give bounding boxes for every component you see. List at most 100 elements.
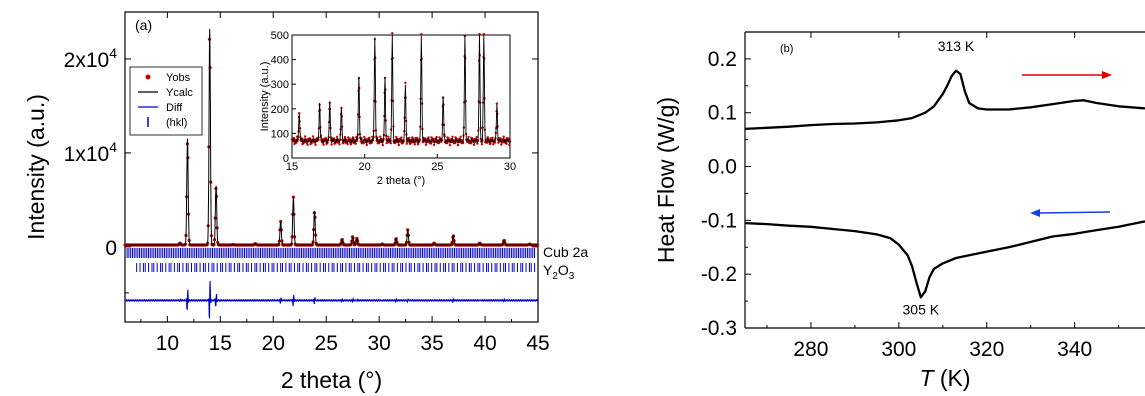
annotation-313k: 313 K [938, 38, 975, 54]
annotation-305k: 305 K [903, 302, 940, 318]
plot-frame-a [124, 11, 539, 323]
inset-yobs-point [500, 143, 503, 146]
inset-yobs-point [451, 135, 454, 138]
inset-y-tick-label: 0 [283, 153, 289, 165]
inset-yobs-point [448, 144, 452, 147]
inset-yobs-point [330, 143, 333, 146]
phase-label-part: 3 [569, 271, 575, 282]
inset-yobs-point [391, 32, 394, 35]
legend-box [129, 66, 203, 136]
inset-y-tick-label: 500 [271, 30, 289, 42]
x-tick-label-a: 35 [420, 332, 443, 355]
y-tick-label-b: 0.0 [708, 156, 737, 179]
hkl-ticks [126, 248, 536, 272]
x-tick-label-b: 280 [793, 338, 828, 361]
y-tick-label-b: -0.2 [701, 263, 737, 286]
y-tick-exponent: 4 [109, 45, 117, 61]
y-tick-base: 2x10 [64, 49, 110, 72]
inset-yobs-point [478, 32, 481, 36]
inset-yobs-point [435, 135, 438, 139]
inset-yobs-point [404, 81, 407, 85]
inset-yobs-point [365, 143, 368, 147]
inset-yobs-point [395, 135, 398, 139]
inset-yobs-point [476, 142, 479, 145]
inset-yobs-point [363, 135, 366, 139]
inset-yobs-point [408, 136, 411, 139]
x-tick-label-a: 25 [315, 332, 338, 355]
inset-yobs-point [420, 33, 423, 36]
x-tick-label-a: 20 [262, 332, 285, 355]
inset-yobs-point [379, 135, 382, 138]
inset-x-tick-label: 30 [504, 161, 516, 173]
yobs-points [123, 37, 540, 247]
heating-arrow-head [1102, 71, 1112, 79]
inset-y-tick-label: 400 [271, 55, 289, 67]
inset-x-tick-label: 25 [431, 161, 443, 173]
panel-label-a: (a) [135, 17, 152, 33]
inset-yobs-point [306, 143, 309, 146]
x-axis-label-unit: (K) [934, 365, 971, 391]
inset-yobs-point [475, 136, 478, 139]
y-tick-label-b: -0.3 [701, 317, 737, 340]
inset-y-axis-label: Intensity (a.u.) [259, 62, 271, 132]
phase-label-part: 2 [552, 271, 558, 282]
inset-yobs-point [416, 143, 420, 146]
inset-yobs-point [502, 135, 505, 138]
x-tick-label-a: 15 [209, 332, 232, 355]
phase-label-cub: Cub 2a [543, 244, 588, 260]
inset-y-tick-label: 300 [271, 79, 289, 91]
inset-yobs-point [303, 135, 307, 138]
legend-label: Diff [166, 102, 183, 114]
legend-marker-yobs [145, 74, 151, 80]
x-axis-label-b: T (K) [919, 365, 970, 391]
legend-label: Yobs [166, 72, 191, 84]
inset-yobs-point [346, 142, 349, 146]
inset-yobs-point [467, 135, 470, 139]
y-tick-label-a: 2x104 [64, 45, 118, 72]
phase-label-part: Y [543, 262, 553, 278]
phase-label-y2o3: Y2O3 [543, 262, 575, 282]
cooling-arrow [1037, 211, 1111, 214]
inset-yobs-point [508, 143, 511, 146]
inset-yobs-point [497, 141, 500, 144]
x-axis-label-var: T [919, 365, 935, 391]
inset-yobs-point [381, 143, 384, 147]
x-tick-label-b: 320 [969, 338, 1004, 361]
inset-yobs-point [322, 143, 325, 146]
y-tick-label-a: 1x104 [64, 139, 118, 166]
inset-y-tick-label: 200 [271, 104, 289, 116]
inset-y-tick-label: 100 [271, 128, 289, 140]
inset-yobs-point [338, 143, 341, 146]
diff-line [124, 280, 539, 319]
x-tick-label-b: 340 [1057, 338, 1092, 361]
inset-yobs-point [397, 143, 400, 147]
y-tick-label-b: 0.1 [708, 102, 737, 125]
x-tick-label-a: 45 [526, 332, 549, 355]
inset-yobs-point [432, 143, 436, 147]
inset-yobs-point [469, 142, 473, 145]
inset-yobs-point [413, 143, 416, 146]
inset-yobs-point [459, 135, 462, 138]
x-tick-label-a: 40 [473, 332, 496, 355]
panel-label-b: (b) [780, 43, 793, 55]
y-axis-label-b: Heat Flow (W/g) [653, 97, 679, 263]
inset-x-tick-label: 15 [286, 161, 298, 173]
inset-yobs-point [482, 32, 485, 36]
inset-yobs-point [416, 136, 419, 140]
inset-yobs-point [427, 136, 430, 139]
y-tick-base: 1x10 [64, 143, 110, 166]
heating-curve [744, 69, 1145, 131]
inset-yobs-point [499, 137, 502, 140]
inset-yobs-point [340, 106, 343, 110]
inset-yobs-point [491, 136, 494, 139]
y-tick-exponent: 4 [109, 139, 117, 155]
x-tick-label-a: 30 [367, 332, 390, 355]
inset-yobs-point [314, 143, 317, 146]
inset-yobs-point [495, 102, 499, 105]
y-tick-label-a: 0 [105, 237, 117, 260]
legend-label: (hkl) [166, 117, 187, 129]
inset-ycalc-line [291, 34, 511, 145]
